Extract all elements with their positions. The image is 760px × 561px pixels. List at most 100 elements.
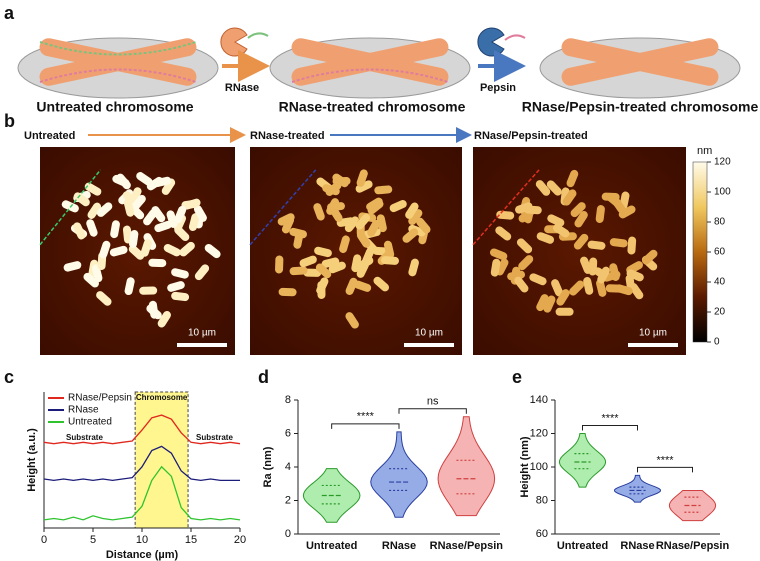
profile-line [43, 414, 241, 445]
chromosome-blob [345, 312, 359, 329]
chromosome-blob [626, 269, 644, 282]
chromosome-blob [536, 294, 549, 312]
chromosome-blob [315, 263, 332, 279]
chromosome-blob [356, 169, 368, 187]
annotation: Substrate [66, 433, 103, 442]
chromosome-blob [642, 249, 658, 265]
chromosome-blob [313, 203, 325, 221]
x-tick-label: 20 [234, 534, 246, 546]
y-axis-label: Ra (nm) [262, 446, 274, 487]
chromosome-blob [157, 310, 171, 328]
chromosome-blob [408, 258, 419, 277]
chromosome-blob [123, 199, 135, 217]
y-tick-label: 140 [530, 394, 548, 406]
panel-a-art [17, 27, 741, 143]
chromosome-blob [356, 256, 374, 270]
stage-label: RNase-treated [250, 130, 325, 142]
chromosome-blob [381, 256, 399, 265]
chromosome-blob [171, 291, 190, 302]
y-tick-label: 6 [285, 427, 291, 439]
chromosome-blob [151, 206, 166, 223]
chromosome-blob [96, 202, 113, 217]
enzyme-label: RNase [225, 82, 259, 94]
chromosome-blob [595, 205, 605, 223]
y-axis-label: Height (nm) [519, 436, 531, 497]
chromosome-blob [299, 255, 317, 268]
stage-label: RNase/Pepsin-treated [474, 130, 588, 142]
chromosome-blob [555, 307, 574, 316]
chromosome-blob [366, 197, 383, 211]
stage-caption: Untreated chromosome [36, 99, 193, 115]
chromosome-blob [356, 231, 371, 248]
x-tick-label: RNase/Pepsin [430, 540, 504, 552]
profile-line [39, 169, 102, 246]
significance-bracket [398, 408, 467, 414]
annotation: Substrate [196, 433, 233, 442]
chromosome-blob [128, 245, 145, 260]
x-tick-label: RNase [382, 540, 416, 552]
colorbar-tick-label: 20 [714, 307, 726, 318]
y-tick-label: 60 [536, 528, 548, 540]
y-tick-label: 8 [285, 394, 291, 406]
chromosome-blob [87, 202, 102, 219]
chromosome-blob [109, 245, 128, 257]
profile-line [472, 169, 540, 246]
chromosome-blob [278, 287, 297, 297]
chromosome-blob [514, 276, 529, 293]
chromosome-blob [408, 209, 423, 226]
chromosome-blob [316, 277, 329, 295]
chromosome-blob [543, 295, 556, 313]
significance-bracket [582, 425, 638, 431]
chromosome-blob [289, 266, 308, 276]
chromosome-blob [128, 229, 139, 248]
chromosome-blob [174, 205, 187, 224]
significance-label: **** [656, 454, 674, 466]
chromosome-blob [96, 291, 112, 306]
significance-bracket [637, 466, 693, 473]
panel-letter: d [258, 367, 269, 387]
chromosome-blob [174, 225, 190, 242]
chromosome-blob [374, 185, 393, 195]
chromosome-blob [179, 241, 195, 257]
chromosome-blob [376, 214, 387, 233]
chromosome-blob [516, 238, 533, 254]
chromosome-blob [73, 222, 86, 240]
y-tick-label: 0 [285, 528, 291, 540]
x-tick-label: 0 [41, 534, 47, 546]
x-tick-label: 10 [136, 534, 148, 546]
chromosome-blob [551, 279, 563, 297]
chromosome-blob [339, 235, 350, 254]
significance-label: **** [357, 411, 375, 423]
chromosome-blob [535, 180, 551, 196]
chromosome-blob [367, 219, 381, 237]
panel-letter: b [4, 111, 15, 131]
chromosome-blob [293, 230, 304, 249]
chromosome-blob [609, 263, 620, 281]
chromosome-blob [601, 192, 620, 202]
stage-caption: RNase/Pepsin-treated chromosome [522, 99, 759, 115]
stage-label: Untreated [24, 130, 75, 142]
chromosome-blob [570, 202, 586, 218]
scale-bar [177, 343, 227, 347]
chromosome-blob [587, 240, 606, 250]
enzyme-label: Pepsin [480, 82, 516, 94]
chromosome-blob [139, 286, 158, 295]
violin [558, 433, 607, 488]
colorbar-tick-label: 80 [714, 217, 726, 228]
chromosome-blob [627, 236, 637, 255]
chromosome-blob [303, 268, 322, 277]
chromosome-blob [597, 266, 610, 284]
chromosome-blob [148, 300, 159, 319]
chromosome-blob [322, 184, 340, 196]
chromosome-blob [588, 257, 598, 276]
chromosome-blob [583, 277, 594, 295]
chromosome-blob [171, 268, 189, 279]
y-tick-label: 120 [530, 427, 548, 439]
colorbar [692, 161, 708, 343]
chromosome-blob [163, 243, 181, 257]
chromosome-blob [148, 258, 167, 268]
chromosome-blob [193, 205, 207, 222]
profile-line [43, 445, 240, 482]
chromosome-blob [547, 214, 565, 227]
y-tick-label: 2 [285, 494, 291, 506]
